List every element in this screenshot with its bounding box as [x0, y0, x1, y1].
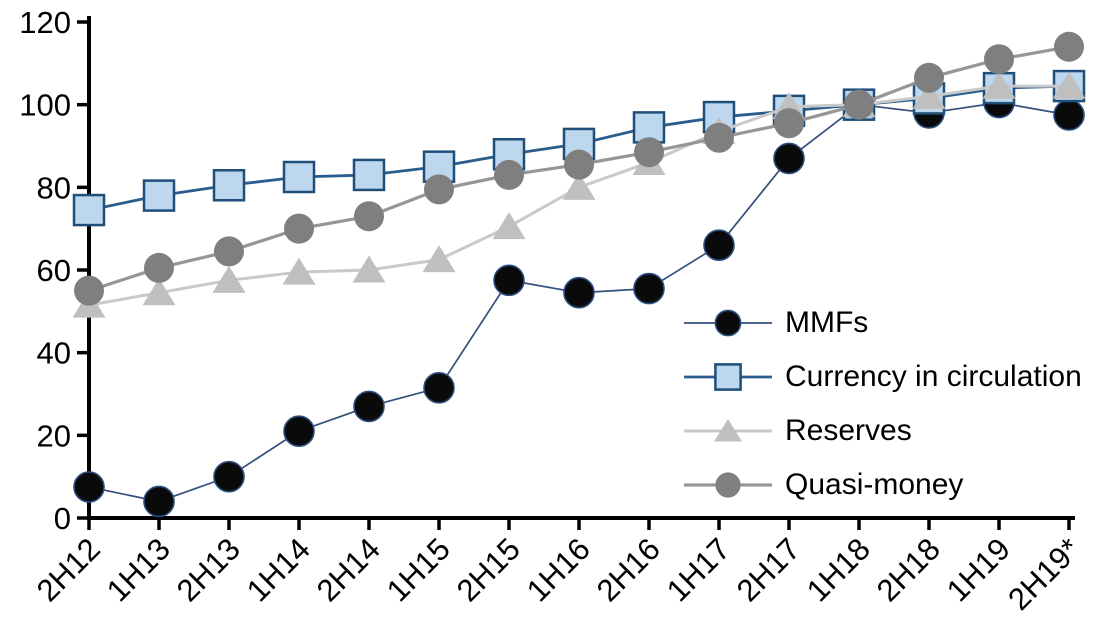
x-axis-tick-label: 2H15 [450, 531, 527, 608]
triangle-marker [142, 278, 176, 306]
circle-marker [984, 44, 1014, 75]
x-axis-tick-label: 1H16 [520, 531, 597, 608]
y-axis-tick-label: 20 [37, 418, 71, 453]
series-mmfs [73, 86, 1085, 518]
y-axis-tick-label: 0 [54, 501, 71, 536]
x-axis-tick-label: 1H15 [380, 531, 457, 608]
circle-marker [634, 137, 664, 168]
circle-marker [283, 415, 315, 448]
x-axis-tick-label: 2H13 [170, 531, 247, 608]
circle-marker [844, 89, 874, 120]
circle-marker [564, 149, 594, 180]
triangle-marker [282, 257, 316, 285]
y-axis-tick-label: 60 [37, 253, 71, 288]
triangle-marker [212, 265, 246, 293]
x-axis-tick-label: 1H17 [660, 531, 737, 608]
square-marker [72, 193, 106, 227]
x-axis-tick-label: 2H19* [1001, 531, 1087, 617]
circle-marker [493, 264, 525, 297]
triangle-marker [562, 172, 596, 200]
circle-marker [424, 174, 454, 205]
y-axis-tick-label: 100 [19, 88, 71, 123]
circle-marker [704, 122, 734, 153]
circle-marker [773, 142, 805, 175]
triangle-marker [422, 245, 456, 273]
x-axis-tick-label: 1H14 [240, 531, 317, 608]
square-marker [282, 160, 316, 194]
triangle-marker [492, 212, 526, 240]
circle-marker [284, 213, 314, 244]
circle-marker [73, 471, 105, 503]
circle-marker [494, 159, 524, 190]
x-axis-tick-label: 1H13 [100, 531, 177, 608]
y-axis-tick-label: 80 [37, 170, 71, 205]
circle-marker [214, 236, 244, 267]
x-axis-tick-label: 2H12 [30, 531, 107, 608]
circle-marker [144, 252, 174, 283]
circle-marker [1053, 99, 1085, 131]
triangle-marker [912, 81, 946, 109]
x-axis-tick-label: 1H18 [800, 531, 877, 608]
y-axis-tick-label: 40 [37, 336, 71, 371]
circle-marker [914, 62, 944, 93]
series-quasi-money [74, 31, 1084, 306]
circle-marker [774, 108, 804, 139]
x-axis-tick-label: 2H17 [730, 531, 807, 608]
circle-marker [633, 272, 665, 305]
triangle-marker [1052, 71, 1086, 99]
triangle-marker [352, 255, 386, 283]
x-axis-tick-label: 2H18 [870, 531, 947, 608]
circle-marker [1054, 31, 1084, 62]
square-marker [142, 179, 176, 212]
circle-marker [143, 485, 175, 518]
circle-marker [74, 275, 104, 306]
circle-marker [213, 460, 245, 493]
triangle-marker [982, 71, 1016, 99]
circle-marker [563, 276, 595, 309]
x-axis-tick-label: 2H16 [590, 531, 667, 608]
square-marker [212, 169, 246, 202]
square-marker [352, 158, 386, 192]
y-axis-tick-label: 120 [19, 5, 71, 40]
circle-marker [423, 371, 455, 404]
x-axis-tick-label: 2H14 [310, 531, 387, 608]
circle-marker [354, 201, 384, 232]
circle-marker [703, 229, 735, 261]
series-reserves [72, 71, 1086, 318]
circle-marker [353, 390, 385, 423]
